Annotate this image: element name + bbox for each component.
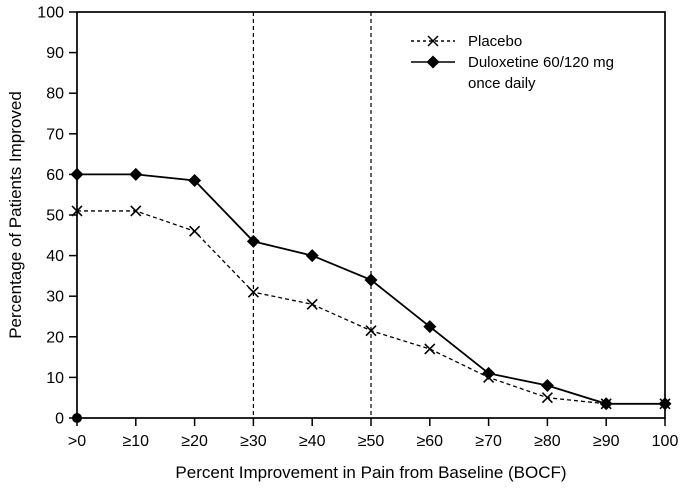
- duloxetine-solid-diamond-marker-icon: [411, 55, 455, 69]
- marker-x: [247, 286, 259, 298]
- marker-diamond: [70, 167, 84, 181]
- marker-x: [424, 343, 436, 355]
- marker-x: [71, 205, 83, 217]
- y-tick-label: 20: [46, 329, 64, 346]
- placebo-dashed-x-marker-icon: [411, 35, 455, 47]
- x-tick-label: ≥30: [240, 433, 267, 450]
- x-tick-label: ≥70: [475, 433, 502, 450]
- marker-x: [130, 205, 142, 217]
- marker-diamond: [129, 167, 143, 181]
- legend-label-duloxetine: Duloxetine 60/120 mg once daily: [468, 52, 614, 94]
- y-tick-label: 80: [46, 86, 64, 103]
- x-tick-label: ≥10: [123, 433, 150, 450]
- marker-diamond: [364, 273, 378, 287]
- x-tick-label: ≥60: [417, 433, 444, 450]
- legend: Placebo Duloxetine 60/120 mg once daily: [410, 31, 614, 94]
- marker-diamond: [482, 366, 496, 380]
- y-tick-label: 90: [46, 45, 64, 62]
- y-tick-label: 0: [55, 411, 64, 428]
- y-tick-label: 40: [46, 248, 64, 265]
- x-tick-label: ≥80: [534, 433, 561, 450]
- marker-x: [306, 298, 318, 310]
- x-tick-label: >0: [68, 433, 86, 450]
- marker-diamond: [188, 173, 202, 187]
- x-tick-label: ≥50: [358, 433, 385, 450]
- y-tick-label: 50: [46, 208, 64, 225]
- x-tick-label: ≥90: [593, 433, 620, 450]
- legend-item-duloxetine: Duloxetine 60/120 mg once daily: [410, 52, 614, 94]
- y-tick-label: 70: [46, 126, 64, 143]
- marker-diamond: [423, 320, 437, 334]
- marker-diamond: [599, 397, 613, 411]
- legend-label-placebo: Placebo: [468, 33, 523, 50]
- marker-diamond: [246, 234, 260, 248]
- x-tick-label: ≥40: [299, 433, 326, 450]
- x-axis-title: Percent Improvement in Pain from Baselin…: [175, 463, 567, 482]
- legend-label-duloxetine-line1: Duloxetine 60/120 mg: [468, 54, 614, 71]
- origin-dot: [72, 413, 82, 423]
- y-tick-label: 60: [46, 167, 64, 184]
- x-tick-label: 100: [652, 433, 679, 450]
- marker-diamond: [305, 249, 319, 263]
- legend-label-duloxetine-line2: once daily: [468, 75, 536, 92]
- marker-x: [541, 392, 553, 404]
- marker-x: [189, 225, 201, 237]
- marker-diamond: [540, 379, 554, 393]
- marker-diamond: [658, 397, 672, 411]
- y-tick-label: 30: [46, 289, 64, 306]
- legend-item-placebo: Placebo: [410, 31, 614, 52]
- x-tick-label: ≥20: [181, 433, 208, 450]
- y-axis-title: Percentage of Patients Improved: [6, 91, 25, 339]
- y-tick-label: 10: [46, 370, 64, 387]
- marker-x: [365, 325, 377, 337]
- y-tick-label: 100: [37, 5, 64, 22]
